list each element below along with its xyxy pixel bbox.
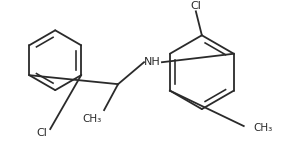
Text: CH₃: CH₃ (254, 123, 273, 133)
Text: CH₃: CH₃ (83, 114, 102, 124)
Text: Cl: Cl (37, 128, 48, 138)
Text: NH: NH (144, 57, 160, 67)
Text: Cl: Cl (191, 1, 201, 11)
